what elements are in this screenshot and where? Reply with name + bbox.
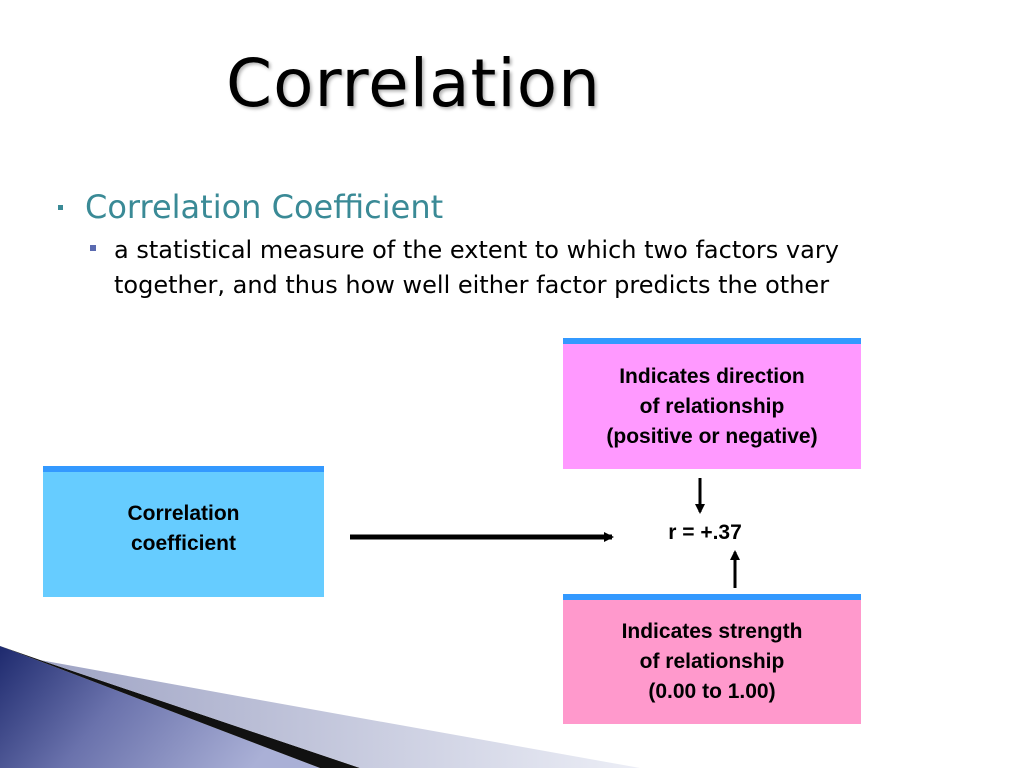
- sub-bullet-definition: a statistical measure of the extent to w…: [90, 233, 990, 303]
- correlation-coefficient-box: Correlation coefficient: [43, 466, 324, 597]
- sub-bullet-text: a statistical measure of the extent to w…: [114, 236, 839, 299]
- bullet-correlation-coefficient: Correlation Coefficient: [58, 187, 443, 227]
- square-bullet-icon: [58, 205, 63, 210]
- slide-title: Correlation: [226, 45, 601, 122]
- corner-swoosh-decoration: [0, 646, 640, 768]
- direction-box: Indicates direction of relationship (pos…: [563, 338, 861, 469]
- strength-box: Indicates strength of relationship (0.00…: [563, 594, 861, 724]
- r-value-label: r = +.37: [668, 521, 742, 544]
- bullet-text: Correlation Coefficient: [85, 188, 444, 226]
- square-bullet-icon: [90, 245, 96, 251]
